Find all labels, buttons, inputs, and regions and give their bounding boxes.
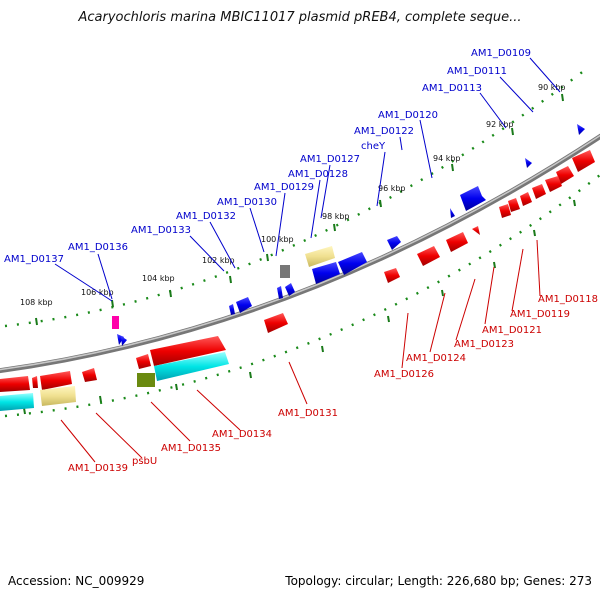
labels-minus: AM1_D0118 AM1_D0119 AM1_D0121 AM1_D0123 … (68, 294, 598, 474)
gene-feature[interactable] (338, 252, 367, 275)
tick-label: 102 kbp (202, 256, 235, 265)
gene-feature[interactable] (32, 376, 38, 388)
forward-features[interactable] (112, 124, 585, 346)
gene-feature[interactable] (229, 304, 235, 315)
gene-label[interactable]: AM1_D0133 (131, 225, 191, 236)
gene-label[interactable]: AM1_D0121 (482, 325, 542, 336)
gene-label[interactable]: AM1_D0131 (278, 408, 338, 419)
gene-feature[interactable] (280, 265, 290, 278)
gene-feature[interactable] (150, 336, 226, 366)
tick-label: 96 kbp (378, 184, 406, 193)
leader-lines-minus (60, 239, 541, 463)
gene-feature[interactable] (40, 371, 72, 390)
tick-label: 98 kbp (322, 212, 350, 221)
reverse-features[interactable] (0, 150, 595, 411)
gene-feature[interactable] (136, 354, 151, 369)
gene-feature[interactable] (82, 368, 97, 382)
gene-label[interactable]: AM1_D0122 (354, 126, 414, 137)
gene-feature[interactable] (137, 373, 155, 387)
tick-labels: 90 kbp 92 kbp 94 kbp 96 kbp 98 kbp 100 k… (20, 83, 566, 307)
gene-label[interactable]: AM1_D0137 (4, 254, 64, 265)
gene-label[interactable]: AM1_D0127 (300, 154, 360, 165)
gene-feature[interactable] (277, 286, 283, 299)
gene-label[interactable]: AM1_D0109 (471, 48, 531, 59)
gene-label[interactable]: AM1_D0128 (288, 169, 348, 180)
gene-feature[interactable] (0, 393, 34, 411)
gene-label[interactable]: AM1_D0124 (406, 353, 466, 364)
gene-label[interactable]: AM1_D0118 (538, 294, 598, 305)
tick-label: 94 kbp (433, 154, 461, 163)
gene-feature[interactable] (508, 198, 520, 212)
gene-label[interactable]: AM1_D0111 (447, 66, 507, 77)
gene-feature[interactable] (312, 262, 340, 284)
gene-feature[interactable] (154, 352, 229, 381)
gene-feature[interactable] (532, 184, 546, 199)
gene-label[interactable]: AM1_D0113 (422, 83, 482, 94)
gene-feature[interactable] (387, 236, 401, 250)
gene-feature[interactable] (520, 192, 532, 206)
gene-feature[interactable] (40, 386, 76, 406)
gene-feature[interactable] (556, 166, 574, 184)
gene-label[interactable]: AM1_D0129 (254, 182, 314, 193)
gene-label[interactable]: AM1_D0136 (68, 242, 128, 253)
gene-feature[interactable] (112, 316, 119, 329)
gene-label[interactable]: AM1_D0139 (68, 463, 128, 474)
gene-feature[interactable] (384, 268, 400, 283)
gene-feature[interactable] (472, 226, 480, 235)
gene-label[interactable]: AM1_D0120 (378, 110, 438, 121)
gene-feature[interactable] (285, 283, 295, 296)
gene-feature[interactable] (499, 204, 511, 218)
gene-feature[interactable] (236, 297, 252, 313)
gene-label[interactable]: AM1_D0135 (161, 443, 221, 454)
leader-lines-plus (54, 57, 561, 302)
gene-label[interactable]: AM1_D0130 (217, 197, 277, 208)
gene-label[interactable]: AM1_D0134 (212, 429, 272, 440)
gene-feature[interactable] (460, 186, 486, 211)
gene-label[interactable]: AM1_D0123 (454, 339, 514, 350)
gene-label[interactable]: cheY (361, 141, 386, 152)
gene-feature[interactable] (525, 158, 532, 168)
gene-feature[interactable] (0, 376, 30, 392)
gene-feature[interactable] (121, 336, 127, 346)
gene-feature[interactable] (577, 124, 585, 135)
gene-label[interactable]: AM1_D0132 (176, 211, 236, 222)
tick-label: 92 kbp (486, 120, 514, 129)
tick-label: 90 kbp (538, 83, 566, 92)
backbone (0, 133, 600, 374)
gene-feature[interactable] (417, 246, 440, 266)
tick-label: 108 kbp (20, 298, 53, 307)
tick-label: 104 kbp (142, 274, 175, 283)
gene-feature[interactable] (446, 232, 468, 252)
gene-label[interactable]: AM1_D0126 (374, 369, 434, 380)
gene-label[interactable]: psbU (132, 456, 157, 467)
topology-stats-text: Topology: circular; Length: 226,680 bp; … (285, 574, 592, 588)
gene-feature[interactable] (572, 150, 595, 172)
tick-label: 106 kbp (81, 288, 114, 297)
gene-feature[interactable] (264, 313, 288, 333)
labels-plus: AM1_D0109 AM1_D0111 AM1_D0113 AM1_D0120 … (4, 48, 531, 265)
map-title: Acaryochloris marina MBIC11017 plasmid p… (78, 10, 522, 25)
gene-feature[interactable] (450, 208, 455, 218)
accession-text: Accession: NC_009929 (8, 574, 145, 588)
gene-feature[interactable] (545, 176, 562, 192)
tick-label: 100 kbp (261, 235, 294, 244)
outer-major-ticks (35, 93, 564, 326)
gene-feature[interactable] (305, 246, 335, 267)
gene-label[interactable]: AM1_D0119 (510, 309, 570, 320)
backbone-highlight (0, 134, 600, 371)
inner-major-ticks (23, 199, 576, 415)
gene-feature[interactable] (117, 334, 124, 345)
